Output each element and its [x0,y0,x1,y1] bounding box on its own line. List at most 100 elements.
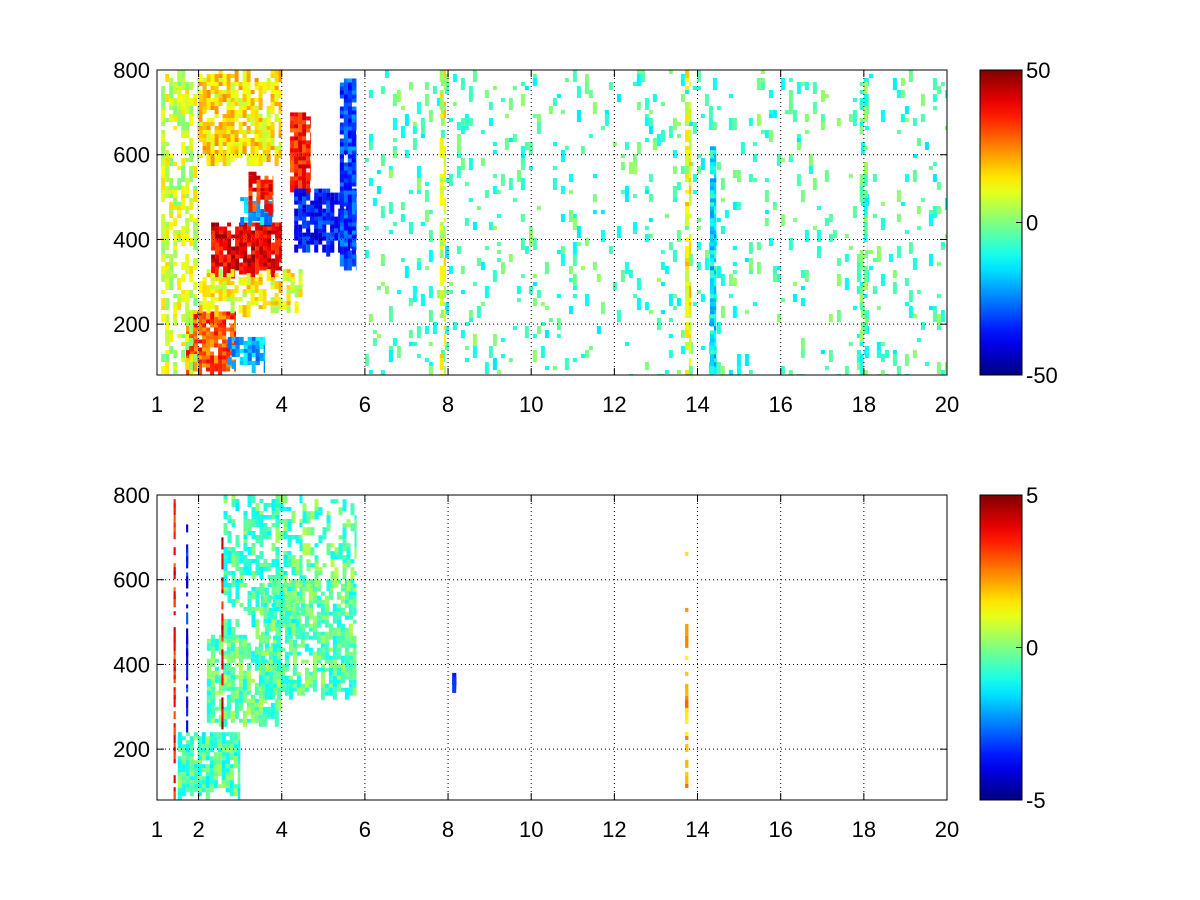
heatmap-cell [714,258,717,263]
heatmap-cell [932,162,937,166]
heatmap-cell [222,662,227,675]
heatmap-cell [685,683,689,692]
heatmap-cell [339,154,344,159]
heatmap-cell [314,499,319,512]
heatmap-cell [452,322,457,326]
heatmap-cell [334,216,339,229]
heatmap-cell [296,675,301,688]
heatmap-cell [859,174,864,186]
heatmap-cell [259,258,264,267]
heatmap-cell [221,756,226,761]
heatmap-cell [302,511,307,524]
heatmap-cell [234,650,239,659]
heatmap-cell [202,146,207,150]
heatmap-cell [209,764,214,769]
heatmap-cell [556,250,561,254]
heatmap-cell [640,70,645,74]
heatmap-cell [680,74,685,86]
heatmap-cell [230,678,235,683]
heatmap-cell [235,234,240,239]
heatmap-cell [310,168,311,181]
heatmap-cell [628,374,633,375]
heatmap-cell [416,326,421,338]
heatmap-cell [428,230,433,242]
heatmap-cell [287,535,292,547]
heatmap-cell [685,699,689,712]
heatmap-cell [456,134,461,146]
heatmap-cell [263,258,268,263]
heatmap-cell [400,214,405,222]
heatmap-cell [852,206,857,218]
heatmap-cell [173,611,176,616]
heatmap-cell [768,238,773,246]
heatmap-cell [896,246,901,258]
heatmap-cell [776,314,781,318]
heatmap-cell [161,366,166,374]
heatmap-cell [206,106,211,110]
heatmap-cell [714,362,717,367]
heatmap-cell [298,124,303,137]
heatmap-cell [412,342,417,346]
heatmap-cell [656,278,661,282]
colorbar-gradient [979,69,1023,376]
heatmap-cell [859,82,864,86]
heatmap-cell [252,203,257,212]
heatmap-cell [190,335,195,340]
heatmap-cell [685,114,690,126]
heatmap-cell [544,306,549,310]
heatmap-cell [820,90,825,102]
heatmap-cell [226,347,231,352]
heatmap-cell [304,603,309,612]
heatmap-cell [267,234,272,239]
heatmap-cell [214,706,219,711]
heatmap-cell [326,547,331,556]
heatmap-cell [223,495,228,499]
heatmap-cell [226,146,231,154]
heatmap-cell [225,788,230,793]
heatmap-cell [340,611,345,616]
heatmap-cell [223,511,228,515]
heatmap-cell [588,134,593,138]
heatmap-cell [676,134,681,138]
heatmap-cell [472,70,477,82]
heatmap-cell [165,270,170,282]
heatmap-cell [189,322,194,334]
heatmap-cell [408,302,413,306]
heatmap-cell [672,118,677,130]
heatmap-cell [314,511,319,520]
heatmap-cell [210,154,215,166]
heatmap-cell [424,182,429,186]
heatmap-cell [460,126,465,134]
heatmap-cell [343,130,348,135]
heatmap-cell [198,355,203,360]
heatmap-cell [222,718,227,727]
heatmap-cell [689,242,692,254]
heatmap-cell [685,655,689,660]
heatmap-cell [214,285,219,290]
heatmap-cell [685,238,690,242]
heatmap-cell [255,344,260,349]
heatmap-cell [229,744,234,753]
heatmap-cell [343,134,348,139]
heatmap-cell [685,70,690,78]
heatmap-cell [255,591,260,603]
heatmap-cell [230,154,235,162]
heatmap-cell [186,580,189,589]
heatmap-cell [339,162,344,175]
heatmap-cell [380,254,385,266]
top-colorbar: 500-50 [979,58,1058,388]
heatmap-cell [800,298,805,306]
heatmap-cell [177,238,182,242]
heatmap-cell [238,305,243,314]
heatmap-cell [275,250,280,255]
heatmap-cell [348,679,353,684]
heatmap-cell [298,285,303,290]
heatmap-cell [859,118,864,122]
heatmap-cell [452,326,457,330]
heatmap-cell [239,250,244,255]
heatmap-cell [928,254,933,266]
heatmap-cell [214,718,219,723]
heatmap-cell [355,138,357,151]
